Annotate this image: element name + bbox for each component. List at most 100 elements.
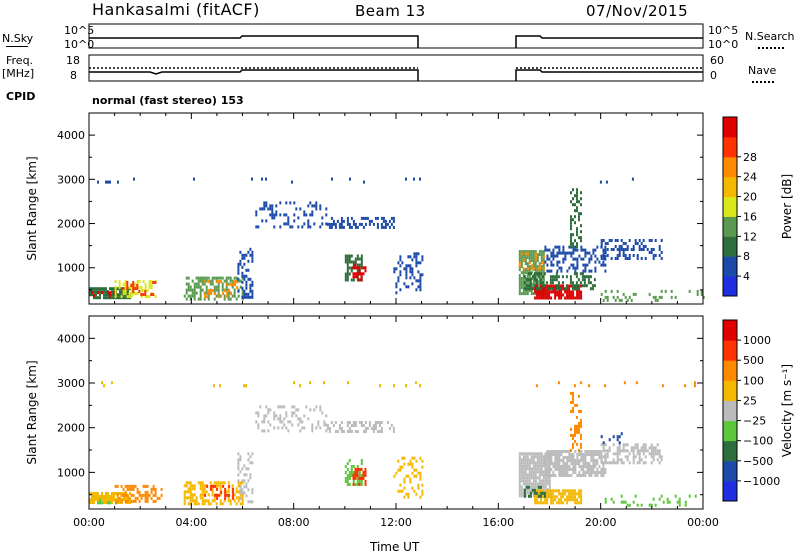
data-cell — [543, 491, 546, 495]
x-axis-label: Time UT — [370, 540, 420, 554]
data-cell — [197, 297, 200, 301]
data-cell — [558, 459, 561, 462]
data-cell — [91, 291, 93, 295]
y-tick-label: 2000 — [57, 218, 85, 231]
data-cell — [219, 499, 222, 503]
y-axis-label: Slant Range [km] — [25, 156, 39, 260]
data-cell — [572, 453, 575, 456]
data-cell — [544, 248, 547, 252]
data-cell — [588, 468, 591, 471]
data-cell — [358, 476, 361, 480]
data-cell — [522, 292, 525, 296]
data-cell — [576, 206, 578, 210]
data-cell — [524, 482, 527, 486]
data-cell — [558, 260, 561, 264]
data-cell — [229, 499, 232, 503]
data-cell — [568, 251, 571, 255]
data-cell — [548, 476, 551, 480]
data-cell — [235, 502, 238, 506]
data-cell — [522, 280, 525, 284]
data-cell — [403, 267, 406, 271]
data-cell — [548, 450, 551, 453]
data-cell — [612, 461, 615, 465]
data-cell — [114, 280, 117, 284]
colorbar-tick-label: 8 — [743, 250, 750, 263]
data-cell — [594, 459, 597, 462]
data-cell — [226, 295, 229, 299]
data-cell — [354, 222, 357, 226]
data-cell — [554, 254, 557, 258]
data-cell — [224, 487, 227, 491]
colorbar-tick-label: −1000 — [743, 475, 780, 488]
data-cell — [620, 500, 623, 504]
data-cell — [265, 204, 268, 208]
data-cell — [600, 471, 603, 474]
data-cell — [315, 207, 318, 211]
data-cell — [546, 479, 549, 483]
data-cell — [628, 295, 631, 299]
data-cell — [536, 470, 539, 474]
data-cell — [217, 285, 220, 289]
data-cell — [136, 280, 139, 284]
data-cell — [608, 446, 611, 450]
data-cell — [556, 459, 559, 462]
data-cell — [596, 257, 599, 261]
data-cell — [693, 384, 696, 388]
data-cell — [205, 279, 208, 283]
data-cell — [546, 254, 549, 258]
data-cell — [532, 253, 535, 257]
freq-tick-top: 18 — [66, 54, 80, 67]
data-cell — [344, 254, 347, 258]
data-cell — [632, 292, 635, 296]
data-cell — [518, 250, 521, 254]
data-cell — [582, 471, 585, 474]
data-cell — [352, 275, 355, 279]
data-cell — [590, 254, 593, 258]
data-cell — [95, 296, 97, 300]
data-cell — [239, 493, 242, 497]
data-cell — [529, 272, 532, 276]
data-cell — [620, 432, 623, 436]
data-cell — [579, 381, 582, 385]
data-cell — [634, 292, 637, 296]
data-cell — [520, 262, 523, 266]
data-cell — [368, 424, 371, 427]
data-cell — [527, 272, 530, 276]
data-cell — [540, 467, 543, 471]
data-cell — [652, 295, 655, 299]
data-cell — [526, 455, 529, 459]
data-cell — [191, 484, 194, 488]
data-cell — [364, 222, 367, 226]
data-cell — [368, 421, 371, 424]
data-cell — [554, 290, 557, 294]
data-cell — [344, 480, 347, 483]
data-cell — [529, 278, 532, 282]
data-cell — [562, 284, 565, 288]
data-cell — [618, 435, 621, 439]
data-cell — [346, 477, 349, 480]
data-cell — [562, 474, 565, 477]
data-cell — [580, 257, 583, 261]
data-cell — [626, 455, 629, 459]
data-cell — [189, 496, 192, 500]
data-cell — [539, 278, 542, 282]
data-cell — [317, 423, 320, 427]
data-cell — [604, 458, 607, 462]
data-cell — [575, 287, 578, 291]
data-cell — [358, 269, 361, 273]
data-cell — [136, 284, 139, 287]
data-cell — [632, 446, 635, 450]
data-cell — [311, 213, 314, 217]
data-cell — [572, 391, 574, 395]
data-cell — [219, 276, 222, 280]
data-cell — [526, 464, 529, 468]
data-cell — [417, 261, 420, 265]
data-cell — [142, 293, 145, 296]
data-cell — [360, 263, 363, 267]
data-cell — [119, 296, 121, 300]
data-cell — [588, 474, 591, 477]
data-cell — [409, 459, 412, 463]
data-cell — [524, 467, 527, 471]
data-cell — [553, 275, 556, 279]
data-cell — [136, 496, 139, 500]
